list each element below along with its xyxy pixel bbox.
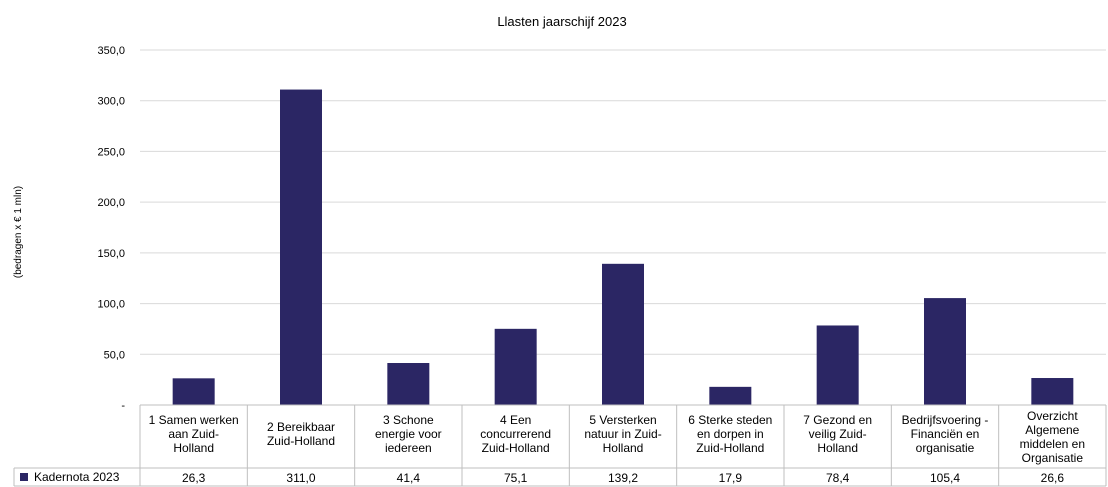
y-tick-label: 200,0 bbox=[97, 197, 125, 209]
bar bbox=[1031, 378, 1074, 405]
category-label: Organisatie bbox=[1022, 451, 1084, 465]
category-label: natuur in Zuid- bbox=[584, 427, 661, 441]
bar bbox=[816, 325, 859, 405]
bar bbox=[602, 263, 644, 405]
y-axis-ticks: - 50,0 100,0 150,0 200,0 250,0 300,0 350,0 bbox=[97, 45, 125, 412]
data-value-label: 75,1 bbox=[504, 471, 528, 485]
category-label: aan Zuid- bbox=[168, 427, 219, 441]
legend-label: Kadernota 2023 bbox=[34, 470, 120, 484]
category-label: Zuid-Holland bbox=[267, 434, 335, 448]
y-tick-label: 350,0 bbox=[97, 45, 125, 57]
category-label: concurrerend bbox=[480, 427, 551, 441]
category-label: Zuid-Holland bbox=[696, 441, 764, 455]
data-value-label: 139,2 bbox=[608, 471, 638, 485]
bar bbox=[172, 378, 215, 405]
category-label: 4 Een bbox=[500, 413, 531, 427]
bar bbox=[387, 363, 430, 405]
y-tick-label: 150,0 bbox=[97, 248, 125, 260]
category-label: en dorpen in bbox=[697, 427, 764, 441]
data-value-label: 41,4 bbox=[397, 471, 421, 485]
category-label: Holland bbox=[817, 441, 858, 455]
category-label: Bedrijfsvoering - bbox=[902, 413, 989, 427]
bar bbox=[709, 386, 752, 405]
y-tick-label: 100,0 bbox=[97, 299, 125, 311]
category-label: Algemene bbox=[1025, 423, 1079, 437]
chart-title: Llasten jaarschijf 2023 bbox=[497, 14, 626, 29]
category-label: 2 Bereikbaar bbox=[267, 420, 335, 434]
bar bbox=[280, 89, 322, 406]
category-label: 6 Sterke steden bbox=[688, 413, 772, 427]
category-label: energie voor bbox=[375, 427, 442, 441]
data-value-label: 26,3 bbox=[182, 471, 206, 485]
y-tick-label: - bbox=[121, 400, 125, 412]
category-label: Holland bbox=[603, 441, 644, 455]
category-label: veilig Zuid- bbox=[809, 427, 867, 441]
data-value-label: 78,4 bbox=[826, 471, 850, 485]
category-label: organisatie bbox=[916, 441, 975, 455]
bar bbox=[924, 298, 966, 405]
category-label: Financiën en bbox=[911, 427, 980, 441]
category-label: middelen en bbox=[1020, 437, 1085, 451]
category-label: Holland bbox=[173, 441, 214, 455]
category-label: 7 Gezond en bbox=[803, 413, 872, 427]
bars bbox=[172, 89, 1074, 406]
category-label: Overzicht bbox=[1027, 409, 1078, 423]
category-label: iedereen bbox=[385, 441, 432, 455]
category-label: 3 Schone bbox=[383, 413, 434, 427]
data-value-label: 311,0 bbox=[286, 471, 315, 485]
bar bbox=[494, 328, 537, 405]
y-tick-label: 300,0 bbox=[97, 96, 125, 108]
category-label: 1 Samen werken bbox=[149, 413, 239, 427]
legend-swatch bbox=[20, 473, 28, 481]
data-value-label: 26,6 bbox=[1041, 471, 1065, 485]
y-tick-label: 250,0 bbox=[97, 146, 125, 158]
category-label: Zuid-Holland bbox=[482, 441, 550, 455]
category-label: 5 Versterken bbox=[589, 413, 656, 427]
y-tick-label: 50,0 bbox=[104, 349, 125, 361]
data-value-label: 17,9 bbox=[719, 471, 743, 485]
y-axis-label: (bedragen x € 1 mln) bbox=[13, 186, 24, 278]
data-value-label: 105,4 bbox=[930, 471, 960, 485]
